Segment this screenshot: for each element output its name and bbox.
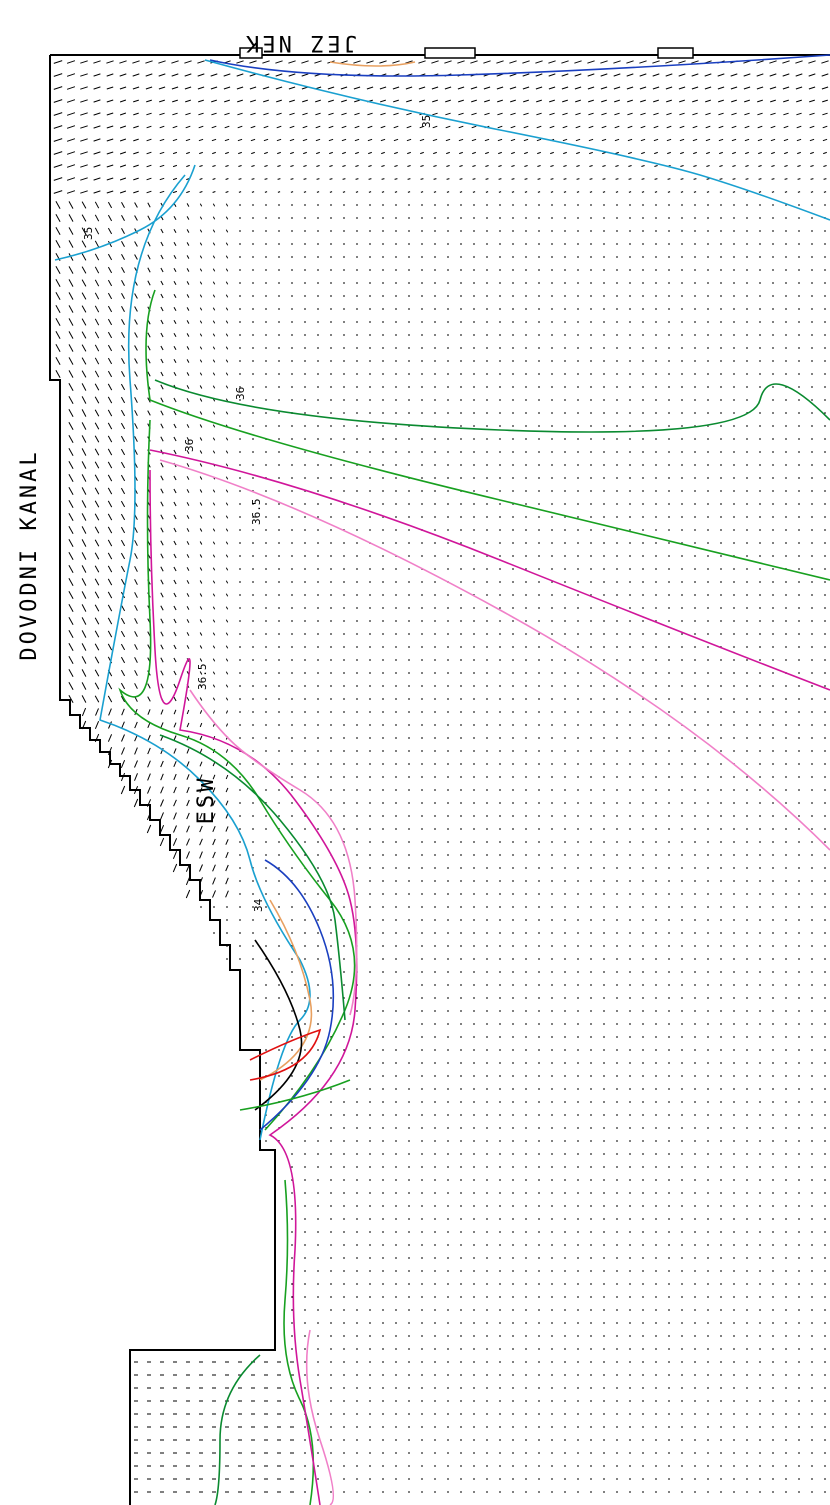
contour — [204, 59, 830, 221]
outlet-label: ESW — [194, 776, 219, 825]
contour-label: 35 — [420, 115, 433, 128]
contour — [118, 289, 830, 1505]
boundary — [49, 54, 830, 1505]
velocity-vectors — [53, 60, 829, 1493]
gate — [657, 47, 694, 59]
contour-label: 35 — [82, 227, 95, 240]
contour-label: 36 — [183, 439, 196, 452]
contour — [54, 164, 311, 1141]
gate — [239, 47, 263, 59]
contour — [149, 449, 830, 1505]
contour — [329, 61, 416, 67]
channel-label: DOVODNI KANAL — [17, 449, 42, 660]
contour-label: 34 — [252, 898, 265, 912]
contour — [259, 859, 335, 1131]
contour — [249, 1028, 322, 1081]
contour — [209, 54, 830, 77]
contour-label: 36.5 — [250, 499, 263, 526]
contour — [259, 899, 313, 1081]
contour — [154, 379, 830, 1505]
contour-label: 36.5 — [196, 664, 209, 691]
contour — [254, 939, 303, 1111]
contours — [54, 54, 830, 1505]
contour — [239, 1079, 351, 1111]
contour-label: 36 — [234, 387, 247, 400]
top-label: JEZ NEK — [243, 30, 357, 55]
contour — [159, 459, 830, 1505]
gate — [424, 47, 476, 59]
